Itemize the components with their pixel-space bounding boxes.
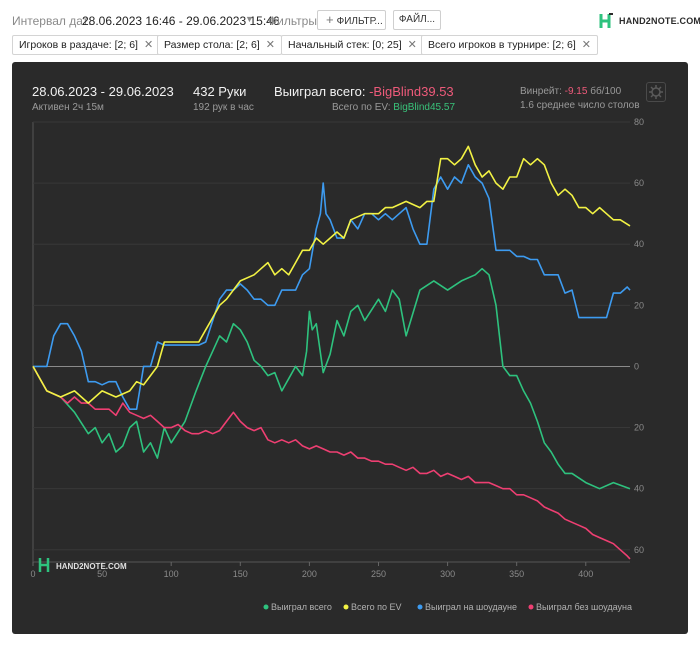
- filter-button[interactable]: + ФИЛЬТР...: [317, 10, 386, 30]
- x-tick-label: 200: [302, 569, 317, 579]
- ev-value: BigBlind45.57: [393, 102, 456, 113]
- chip-label: Размер стола: [2; 6]: [164, 39, 260, 51]
- settings-button[interactable]: [646, 82, 666, 102]
- chip-label: Всего игроков в турнире: [2; 6]: [428, 39, 576, 51]
- series-line-ev: [32, 145, 631, 404]
- filter-chip-players-in-hand[interactable]: Игроков в раздаче: [2; 6] ✕: [12, 35, 161, 55]
- filters-label: Фильтры:: [268, 14, 321, 28]
- series-line-nonshowdown: [32, 366, 631, 560]
- date-range-value[interactable]: 28.06.2023 16:46 - 29.06.2023 15:46: [82, 14, 280, 28]
- close-icon[interactable]: ✕: [143, 39, 154, 51]
- x-tick-label: 300: [440, 569, 455, 579]
- x-tick-label: 400: [578, 569, 593, 579]
- close-icon[interactable]: ✕: [581, 39, 592, 51]
- legend-label-nonshowdown: Выиграл без шоудауна: [536, 602, 632, 612]
- y-tick-label: 80: [634, 117, 644, 127]
- filter-chip-starting-stack[interactable]: Начальный стек: [0; 25] ✕: [281, 35, 424, 55]
- gear-icon: [649, 85, 663, 99]
- hand2note-logo: HAND2NOTE.COM: [599, 12, 700, 32]
- y-tick-label: 40: [634, 484, 644, 494]
- won-total-label: Выиграл всего:: [274, 84, 366, 99]
- series-line-won_total: [32, 267, 631, 490]
- x-tick-label: 350: [509, 569, 524, 579]
- hand2note-logo-icon: [599, 13, 613, 28]
- file-button[interactable]: ФАЙЛ...: [393, 10, 441, 30]
- legend-marker-nonshowdown: [528, 604, 534, 610]
- plus-icon: +: [326, 12, 334, 27]
- watermark-logo-icon: [38, 558, 50, 572]
- filter-chip-total-players[interactable]: Всего игроков в турнире: [2; 6] ✕: [421, 35, 599, 55]
- watermark: HAND2NOTE.COM: [38, 558, 127, 572]
- won-total: Выиграл всего: -BigBlind39.53: [274, 84, 454, 99]
- file-button-label: ФАЙЛ...: [398, 14, 436, 25]
- filter-chip-table-size[interactable]: Размер стола: [2; 6] ✕: [157, 35, 282, 55]
- legend-label-won_total: Выиграл всего: [271, 602, 332, 612]
- active-filter-chips: Игроков в раздаче: [2; 6] ✕ Размер стола:…: [0, 35, 700, 55]
- chip-label: Игроков в раздаче: [2; 6]: [19, 39, 138, 51]
- y-tick-label: 60: [634, 178, 644, 188]
- winrate-value: -9.15: [564, 86, 588, 97]
- winrate-label: Винрейт:: [520, 86, 562, 97]
- avg-tables: 1.6 среднее число столов: [520, 100, 640, 111]
- y-tick-label: 20: [634, 300, 644, 310]
- x-tick-label: 100: [164, 569, 179, 579]
- legend-marker-won_total: [263, 604, 269, 610]
- date-interval-label: Интервал дат:: [12, 14, 92, 28]
- filter-button-label: ФИЛЬТР...: [336, 16, 383, 27]
- ev-total: Всего по EV: BigBlind45.57: [332, 102, 455, 113]
- legend-marker-ev: [343, 604, 349, 610]
- hands-count: 432 Руки: [193, 84, 247, 99]
- chevron-down-icon[interactable]: ▼: [245, 14, 254, 24]
- winrate: Винрейт: -9.15 бб/100: [520, 86, 621, 97]
- y-tick-label: 20: [634, 423, 644, 433]
- close-icon[interactable]: ✕: [407, 39, 417, 51]
- y-tick-label: 0: [634, 361, 639, 371]
- period-text: 28.06.2023 - 29.06.2023: [32, 84, 174, 99]
- chip-label: Начальный стек: [0; 25]: [288, 39, 402, 51]
- ev-label: Всего по EV:: [332, 102, 391, 113]
- active-time-text: Активен 2ч 15м: [32, 102, 104, 113]
- y-tick-label: 60: [634, 545, 644, 555]
- winrate-suffix: бб/100: [590, 86, 622, 97]
- series-line-showdown: [33, 164, 631, 410]
- legend-marker-showdown: [417, 604, 423, 610]
- won-total-value: -BigBlind39.53: [369, 84, 454, 99]
- legend-label-showdown: Выиграл на шоудауне: [425, 602, 517, 612]
- hands-per-hour: 192 рук в час: [193, 102, 254, 113]
- logo-text: HAND2NOTE.COM: [619, 16, 700, 26]
- x-tick-label: 250: [371, 569, 386, 579]
- x-tick-label: 0: [30, 569, 35, 579]
- watermark-text: HAND2NOTE.COM: [56, 562, 127, 571]
- legend-label-ev: Всего по EV: [351, 602, 401, 612]
- close-icon[interactable]: ✕: [265, 39, 275, 51]
- top-toolbar: Интервал дат: 28.06.2023 16:46 - 29.06.2…: [0, 8, 700, 32]
- x-tick-label: 150: [233, 569, 248, 579]
- x-tick-label: 50: [97, 569, 107, 579]
- graph-panel: 28.06.2023 - 29.06.2023 Активен 2ч 15м 4…: [12, 62, 688, 634]
- y-tick-label: 40: [634, 239, 644, 249]
